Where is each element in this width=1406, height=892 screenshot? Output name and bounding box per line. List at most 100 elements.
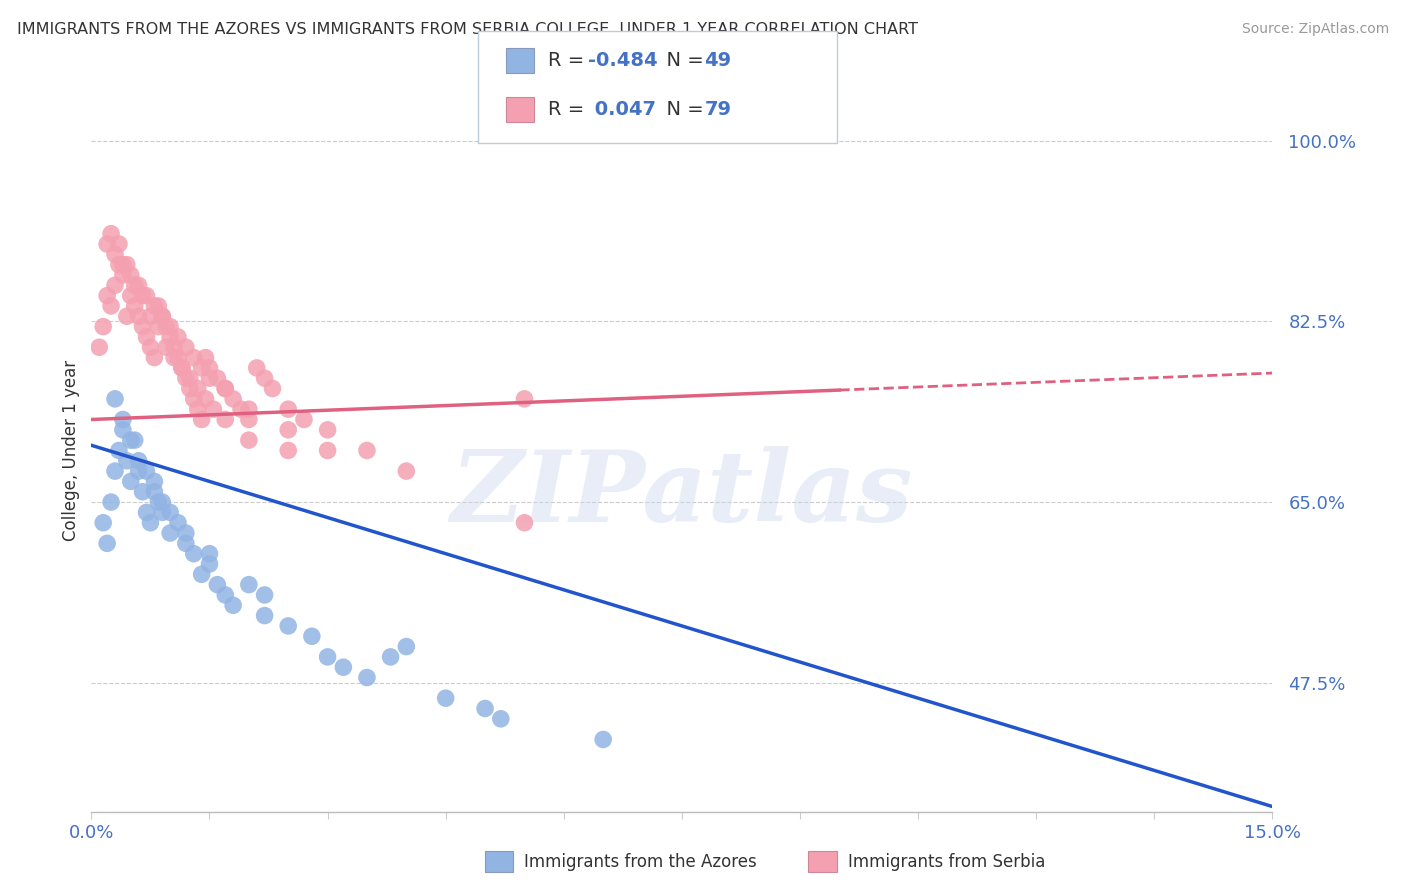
Point — [120, 288, 142, 302]
Point — [104, 392, 127, 406]
Point — [124, 278, 146, 293]
Point — [183, 547, 205, 561]
Point — [187, 402, 209, 417]
Point — [592, 732, 614, 747]
Point — [198, 371, 221, 385]
Text: 0.047: 0.047 — [588, 100, 655, 120]
Point — [143, 484, 166, 499]
Point — [167, 330, 190, 344]
Point — [115, 258, 138, 272]
Point — [190, 567, 212, 582]
Point — [89, 340, 111, 354]
Point — [253, 371, 276, 385]
Point — [190, 360, 212, 375]
Point — [229, 402, 252, 417]
Point — [159, 330, 181, 344]
Point — [139, 340, 162, 354]
Point — [115, 454, 138, 468]
Point — [131, 484, 153, 499]
Point — [489, 712, 512, 726]
Point — [135, 330, 157, 344]
Point — [148, 319, 170, 334]
Point — [434, 691, 457, 706]
Point — [120, 268, 142, 282]
Text: N =: N = — [654, 51, 710, 70]
Point — [207, 577, 229, 591]
Point — [148, 299, 170, 313]
Point — [124, 299, 146, 313]
Point — [159, 526, 181, 541]
Point — [380, 649, 402, 664]
Point — [170, 360, 193, 375]
Text: ZIPatlas: ZIPatlas — [451, 446, 912, 542]
Point — [277, 402, 299, 417]
Point — [150, 310, 173, 324]
Point — [238, 412, 260, 426]
Text: N =: N = — [654, 100, 710, 120]
Point — [253, 608, 276, 623]
Point — [163, 351, 186, 365]
Y-axis label: College, Under 1 year: College, Under 1 year — [62, 359, 80, 541]
Point — [474, 701, 496, 715]
Point — [139, 310, 162, 324]
Point — [124, 433, 146, 447]
Point — [174, 340, 197, 354]
Point — [253, 588, 276, 602]
Point — [143, 475, 166, 489]
Point — [115, 310, 138, 324]
Point — [190, 412, 212, 426]
Point — [150, 310, 173, 324]
Point — [143, 351, 166, 365]
Point — [159, 319, 181, 334]
Point — [183, 392, 205, 406]
Point — [238, 577, 260, 591]
Point — [174, 536, 197, 550]
Point — [155, 319, 177, 334]
Point — [108, 258, 131, 272]
Point — [150, 505, 173, 519]
Point — [194, 392, 217, 406]
Point — [155, 340, 177, 354]
Point — [301, 629, 323, 643]
Point — [214, 382, 236, 396]
Point — [128, 278, 150, 293]
Point — [100, 495, 122, 509]
Point — [143, 299, 166, 313]
Point — [214, 412, 236, 426]
Point — [131, 319, 153, 334]
Point — [356, 671, 378, 685]
Point — [104, 278, 127, 293]
Point — [135, 288, 157, 302]
Point — [198, 557, 221, 571]
Point — [332, 660, 354, 674]
Text: Immigrants from the Azores: Immigrants from the Azores — [524, 853, 758, 871]
Point — [108, 237, 131, 252]
Point — [395, 464, 418, 478]
Point — [356, 443, 378, 458]
Point — [104, 464, 127, 478]
Point — [222, 599, 245, 613]
Point — [128, 454, 150, 468]
Point — [91, 516, 114, 530]
Point — [111, 423, 134, 437]
Point — [148, 495, 170, 509]
Point — [128, 310, 150, 324]
Text: R =: R = — [548, 100, 591, 120]
Point — [238, 433, 260, 447]
Point — [135, 505, 157, 519]
Point — [96, 536, 118, 550]
Point — [277, 619, 299, 633]
Point — [131, 288, 153, 302]
Point — [96, 237, 118, 252]
Point — [277, 423, 299, 437]
Point — [316, 443, 339, 458]
Text: Source: ZipAtlas.com: Source: ZipAtlas.com — [1241, 22, 1389, 37]
Point — [120, 475, 142, 489]
Point — [139, 516, 162, 530]
Point — [246, 360, 269, 375]
Point — [277, 443, 299, 458]
Point — [316, 649, 339, 664]
Text: 49: 49 — [704, 51, 731, 70]
Point — [100, 227, 122, 241]
Text: R =: R = — [548, 51, 591, 70]
